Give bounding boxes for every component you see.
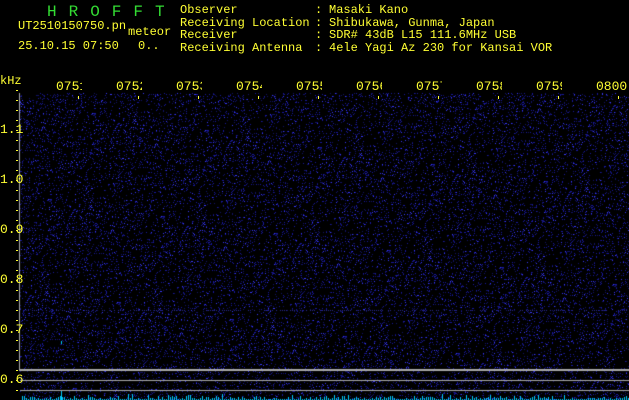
x-tick-label: 0755 (296, 79, 322, 94)
y-tick-mark (16, 350, 18, 351)
y-tick-mark (16, 190, 18, 191)
y-tick-mark (16, 210, 18, 211)
info-colon: : (315, 28, 323, 42)
y-tick-mark (16, 270, 18, 271)
info-value: SDR# 43dB L15 111.6MHz USB (329, 28, 517, 42)
info-value: Shibukawa, Gunma, Japan (329, 15, 495, 30)
y-tick-mark (16, 220, 18, 221)
y-tick-mark (16, 380, 18, 381)
y-tick-label: 0.8 (0, 272, 24, 287)
info-colon: : (315, 3, 323, 17)
info-value: Masaki Kano (329, 3, 409, 17)
x-tick-mark (498, 96, 499, 99)
y-tick-mark (16, 340, 18, 341)
y-tick-mark (16, 300, 18, 301)
y-tick-mark (16, 160, 18, 161)
x-tick-label: 0758 (476, 79, 502, 94)
y-tick-mark (16, 150, 18, 151)
info-label: Receiving Location (180, 15, 310, 30)
y-tick-mark (16, 170, 18, 171)
info-colon: : (315, 15, 323, 30)
y-tick-mark (16, 130, 18, 131)
x-tick-label: 0754 (236, 79, 262, 94)
x-tick-mark (138, 96, 139, 99)
info-value: 4ele Yagi Az 230 for Kansai VOR (329, 40, 553, 55)
y-tick-mark (16, 250, 18, 251)
y-tick-mark (16, 140, 18, 141)
app-title: HROFFT (47, 3, 177, 21)
y-tick-mark (16, 290, 18, 291)
x-tick-label: 0753 (176, 79, 202, 94)
y-tick-mark (16, 200, 18, 201)
y-tick-mark (16, 390, 18, 391)
y-tick-mark (16, 120, 18, 121)
y-axis-unit: kHz (0, 74, 22, 88)
y-tick-mark (16, 360, 18, 361)
y-tick-label: 1.0 (0, 172, 24, 187)
y-tick-mark (16, 310, 18, 311)
x-tick-label: 0757 (416, 79, 442, 94)
x-tick-label: 0759 (536, 79, 562, 94)
y-tick-mark (16, 100, 18, 101)
y-tick-label: 0.9 (0, 222, 24, 237)
x-tick-label: 0752 (116, 79, 142, 94)
x-tick-mark (378, 96, 379, 99)
x-tick-mark (438, 96, 439, 99)
y-tick-label: 0.7 (0, 322, 24, 337)
y-tick-mark (16, 370, 18, 371)
x-tick-label: 0800 (596, 79, 628, 94)
y-tick-mark (16, 90, 18, 91)
y-tick-mark (16, 260, 18, 261)
x-tick-label: 0751 (56, 79, 82, 94)
y-tick-label: 1.1 (0, 122, 24, 137)
y-tick-mark (16, 280, 18, 281)
x-tick-mark (258, 96, 259, 99)
x-tick-mark (318, 96, 319, 99)
y-tick-mark (16, 240, 18, 241)
info-label: Observer (180, 3, 238, 17)
x-tick-mark (198, 96, 199, 99)
info-label: Receiving Antenna (180, 40, 303, 55)
mode-label: meteor (128, 25, 172, 39)
info-label: Receiver (180, 28, 238, 42)
y-tick-label: 0.6 (0, 372, 24, 387)
x-tick-label: 0756 (356, 79, 382, 94)
x-tick-mark (618, 96, 619, 99)
file-name: UT2510150750.pn (18, 19, 127, 33)
y-tick-mark (16, 230, 18, 231)
y-tick-mark (16, 330, 18, 331)
x-tick-mark (558, 96, 559, 99)
echo-count: 0.. (138, 39, 160, 53)
y-tick-mark (16, 180, 18, 181)
y-tick-mark (16, 320, 18, 321)
date-time: 25.10.15 07:50 (18, 39, 119, 53)
x-tick-mark (78, 96, 79, 99)
info-colon: : (315, 40, 323, 55)
y-tick-mark (16, 110, 18, 111)
